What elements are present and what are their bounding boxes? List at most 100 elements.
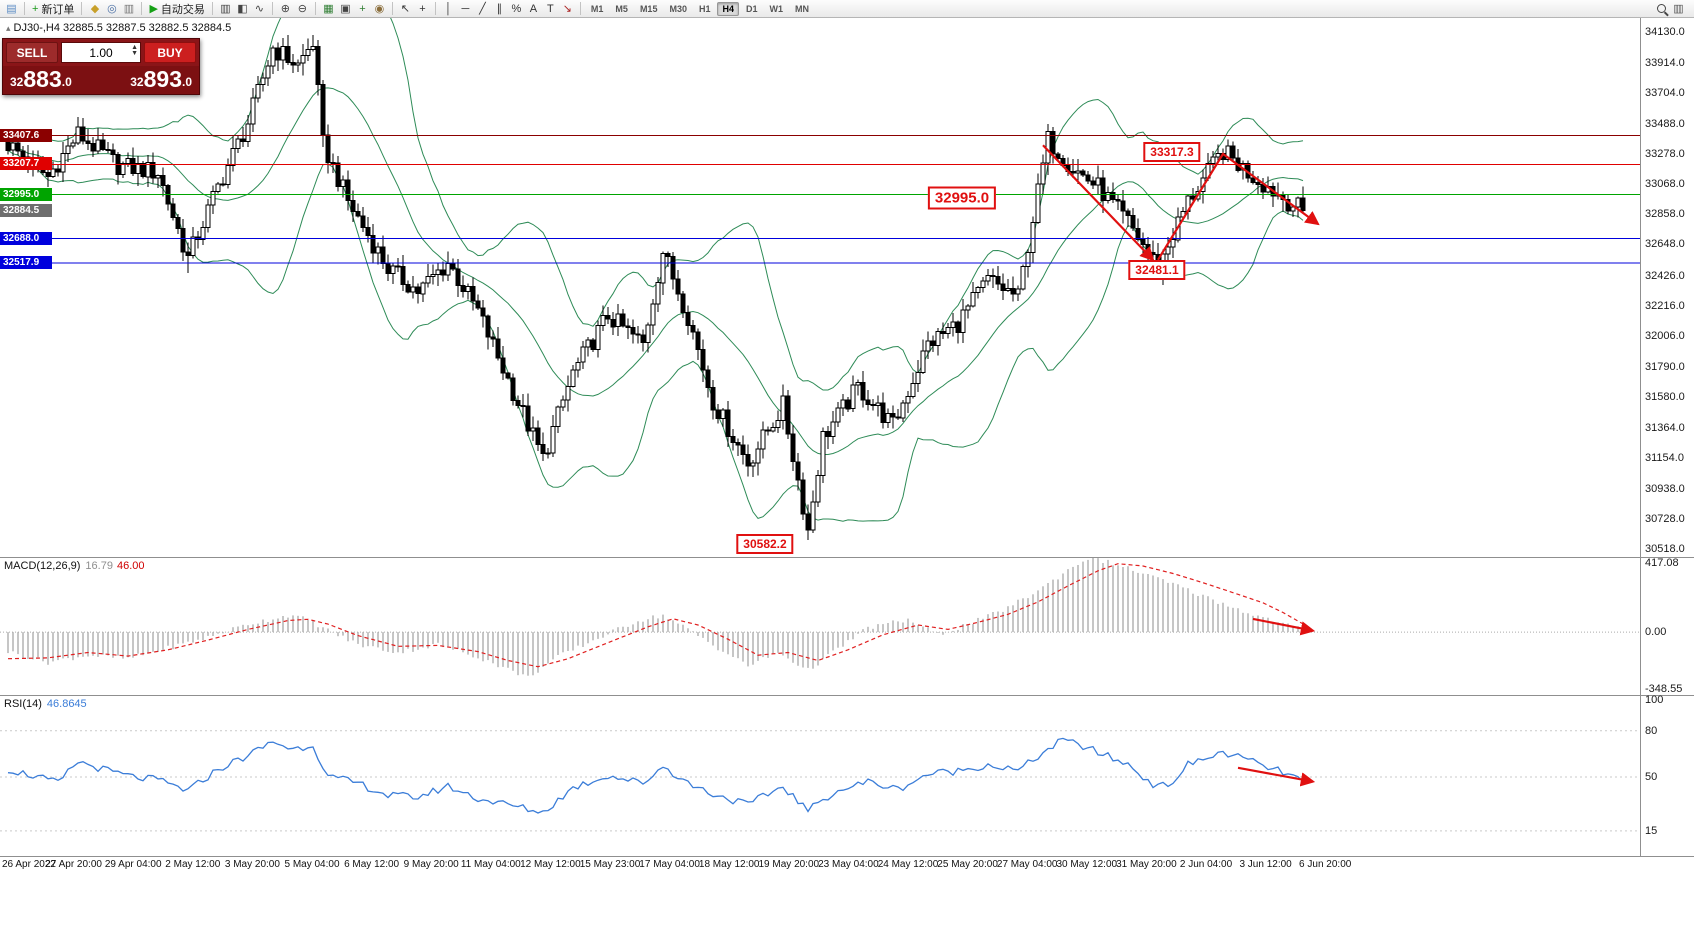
trend-arrow-2[interactable] (1157, 152, 1320, 261)
trendline-icon: ╱ (479, 3, 486, 15)
buy-price-big: 893 (143, 66, 182, 92)
horizontal-line-icon[interactable]: ─ (457, 1, 474, 17)
navigator-icon: ◎ (107, 3, 117, 15)
new-order-button-label: 新订单 (41, 3, 75, 16)
macd-signal-line (7, 563, 1304, 668)
sell-price-prefix: 32 (10, 75, 24, 89)
buy-price-suffix: .0 (181, 75, 192, 89)
sell-button[interactable]: SELL (6, 42, 58, 63)
macd-indicator-label: MACD(12,26,9) 16.79 46.00 (4, 560, 144, 572)
rsi-line (7, 737, 1304, 814)
zoom-in-icon: ⊕ (280, 3, 291, 15)
macd-name: MACD(12,26,9) (4, 560, 81, 572)
crosshair-icon[interactable]: + (414, 1, 431, 17)
timeframe-m1[interactable]: M1 (590, 3, 604, 14)
volume-up-icon[interactable]: ▲ (131, 44, 138, 51)
price-annotation-30582.2[interactable]: 30582.2 (736, 534, 794, 554)
collapse-triangle-icon[interactable]: ▴ (6, 23, 11, 33)
timeframe-m30[interactable]: M30 (669, 3, 687, 14)
fibonacci-icon[interactable]: % (508, 1, 525, 17)
navigator-icon[interactable]: ◎ (103, 1, 120, 17)
bollinger-lower (7, 149, 1304, 522)
timeframe-m15[interactable]: M15 (639, 3, 658, 14)
chart-list-icon[interactable]: ▥ (1673, 3, 1684, 15)
sell-price: 32 883.0 (10, 68, 72, 91)
trend-arrows[interactable] (1042, 144, 1320, 787)
new-chart-icon[interactable]: + (354, 1, 371, 17)
rsi-indicator-label: RSI(14) 46.8645 (4, 698, 87, 710)
buy-button[interactable]: BUY (144, 42, 196, 63)
price-annotation-33317.3[interactable]: 33317.3 (1143, 142, 1201, 162)
timeframe-h1[interactable]: H1 (698, 3, 711, 14)
zoom-out-icon[interactable]: ⊖ (294, 1, 311, 17)
line-chart-icon: ∿ (254, 3, 265, 15)
line-chart-icon[interactable]: ∿ (251, 1, 268, 17)
panel-separators (0, 18, 1694, 857)
auto-arrange-icon: ▣ (340, 3, 351, 15)
chart-window-icon[interactable]: ▤ (3, 1, 20, 17)
toolbar-separator (141, 2, 143, 15)
market-watch-icon: ◆ (90, 3, 100, 15)
auto-trading-button-label: 自动交易 (160, 3, 205, 16)
rsi-name: RSI(14) (4, 698, 42, 710)
rsi-value: 46.8645 (46, 698, 87, 710)
bar-chart-icon[interactable]: ▥ (217, 1, 234, 17)
timeframe-m5[interactable]: M5 (615, 3, 628, 14)
trade-panel-prices: 32 883.0 32 893.0 (3, 66, 199, 94)
timeframe-d1[interactable]: D1 (746, 3, 758, 14)
buy-price-prefix: 32 (130, 75, 144, 89)
zoom-in-icon[interactable]: ⊕ (277, 1, 294, 17)
chart-symbol-ohlc: ▴ DJ30-,H4 32885.5 32887.5 32882.5 32884.… (6, 22, 231, 34)
price-annotation-32481.1[interactable]: 32481.1 (1128, 260, 1186, 280)
symbol-ohlc-text: DJ30-,H4 32885.5 32887.5 32882.5 32884.5 (13, 22, 232, 34)
macd-value-signal: 46.00 (116, 560, 145, 572)
trade-panel-top: SELL 1.00 ▲ ▼ BUY (3, 39, 199, 66)
profiles-icon: ◉ (374, 3, 385, 15)
profiles-icon[interactable]: ◉ (371, 1, 388, 17)
new-order-button[interactable]: + 新订单 (29, 1, 77, 17)
toolbar-right: ▥ (1653, 0, 1691, 17)
search-icon (1657, 4, 1666, 13)
terminal-icon: ▥ (123, 3, 135, 15)
arrows-icon[interactable]: ↘ (559, 1, 576, 17)
vertical-line-icon[interactable]: │ (440, 1, 457, 17)
toolbar-separator (211, 2, 213, 15)
macd-arrow[interactable] (1252, 617, 1316, 636)
rsi-arrow[interactable] (1237, 766, 1316, 787)
toolbar: ▤ + 新订单 ◆ ◎ ▥ ▶ 自动交易 ▥ ◧ ∿ ⊕ ⊖ ▦ ▣ + ◉ ↖ + │ ─ ╱ ∥% A T ↘ M1 M5 M15 M… (0, 0, 1694, 18)
text-icon[interactable]: A (525, 1, 542, 17)
market-watch-icon[interactable]: ◆ (86, 1, 103, 17)
timeframe-w1[interactable]: W1 (769, 3, 784, 14)
toolbar-separator (24, 2, 25, 15)
crosshair-icon: + (419, 2, 426, 15)
volume-down-icon[interactable]: ▼ (131, 49, 138, 57)
chart-window-icon: ▤ (6, 3, 17, 15)
channel-icon: ∥ (496, 3, 503, 15)
trend-arrow-1[interactable] (1042, 144, 1155, 262)
new-chart-icon: + (359, 2, 366, 15)
toolbar-separator (434, 2, 436, 15)
trendline-icon[interactable]: ╱ (474, 1, 491, 17)
search-icon[interactable] (1653, 1, 1670, 17)
volume-stepper[interactable]: 1.00 ▲ ▼ (61, 42, 141, 63)
arrows-icon: ↘ (562, 3, 573, 15)
cursor-icon[interactable]: ↖ (397, 1, 414, 17)
candlestick-chart-icon[interactable]: ◧ (234, 1, 251, 17)
text-icon: A (529, 2, 538, 15)
timeframe-h4[interactable]: H4 (717, 1, 739, 16)
terminal-icon[interactable]: ▥ (120, 1, 137, 17)
toolbar-separator (271, 2, 273, 15)
timeframe-mn[interactable]: MN (795, 3, 810, 14)
tile-windows-icon[interactable]: ▦ (320, 1, 337, 17)
fibonacci-icon: % (511, 2, 522, 15)
price-annotation-32995.0[interactable]: 32995.0 (927, 186, 997, 210)
channel-icon[interactable]: ∥ (491, 1, 508, 17)
tile-windows-icon: ▦ (323, 3, 334, 15)
auto-trading-button[interactable]: ▶ 自动交易 (146, 1, 207, 17)
auto-arrange-icon[interactable]: ▣ (337, 1, 354, 17)
cursor-icon: ↖ (400, 3, 411, 15)
label-icon[interactable]: T (542, 1, 559, 17)
volume-value: 1.00 (89, 45, 113, 60)
